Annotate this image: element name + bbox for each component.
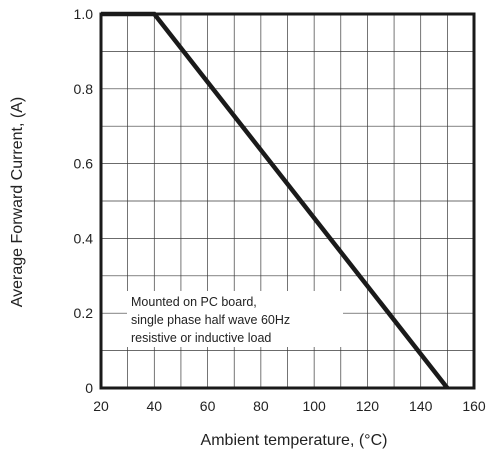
y-tick-label: 0.2 bbox=[74, 305, 94, 321]
grid bbox=[101, 14, 474, 388]
annotation-line-1: Mounted on PC board, bbox=[131, 295, 257, 309]
annotation-line-3: resistive or inductive load bbox=[131, 331, 271, 345]
x-tick-label: 20 bbox=[93, 398, 109, 414]
x-axis-ticks: 20 40 60 80 100 120 140 160 bbox=[93, 398, 486, 414]
x-tick-label: 100 bbox=[302, 398, 326, 414]
x-tick-label: 80 bbox=[253, 398, 269, 414]
x-tick-label: 40 bbox=[146, 398, 162, 414]
y-axis-ticks: 0 0.2 0.4 0.6 0.8 1.0 bbox=[74, 6, 94, 396]
y-tick-label: 1.0 bbox=[74, 6, 94, 22]
x-tick-label: 140 bbox=[409, 398, 433, 414]
series-layer bbox=[101, 11, 450, 390]
y-tick-label: 0 bbox=[85, 380, 93, 396]
y-tick-label: 0.8 bbox=[74, 81, 94, 97]
y-tick-label: 0.4 bbox=[74, 230, 94, 246]
x-axis-label: Ambient temperature, (°C) bbox=[201, 432, 388, 449]
derating-curve bbox=[101, 11, 450, 390]
annotation-line-2: single phase half wave 60Hz bbox=[131, 313, 290, 327]
y-axis-label: Average Forward Current, (A) bbox=[9, 97, 26, 307]
y-tick-label: 0.6 bbox=[74, 156, 94, 172]
plot-frame bbox=[99, 12, 476, 390]
x-tick-label: 60 bbox=[200, 398, 216, 414]
x-tick-label: 160 bbox=[462, 398, 486, 414]
x-tick-label: 120 bbox=[356, 398, 380, 414]
annotation-background bbox=[127, 291, 343, 347]
